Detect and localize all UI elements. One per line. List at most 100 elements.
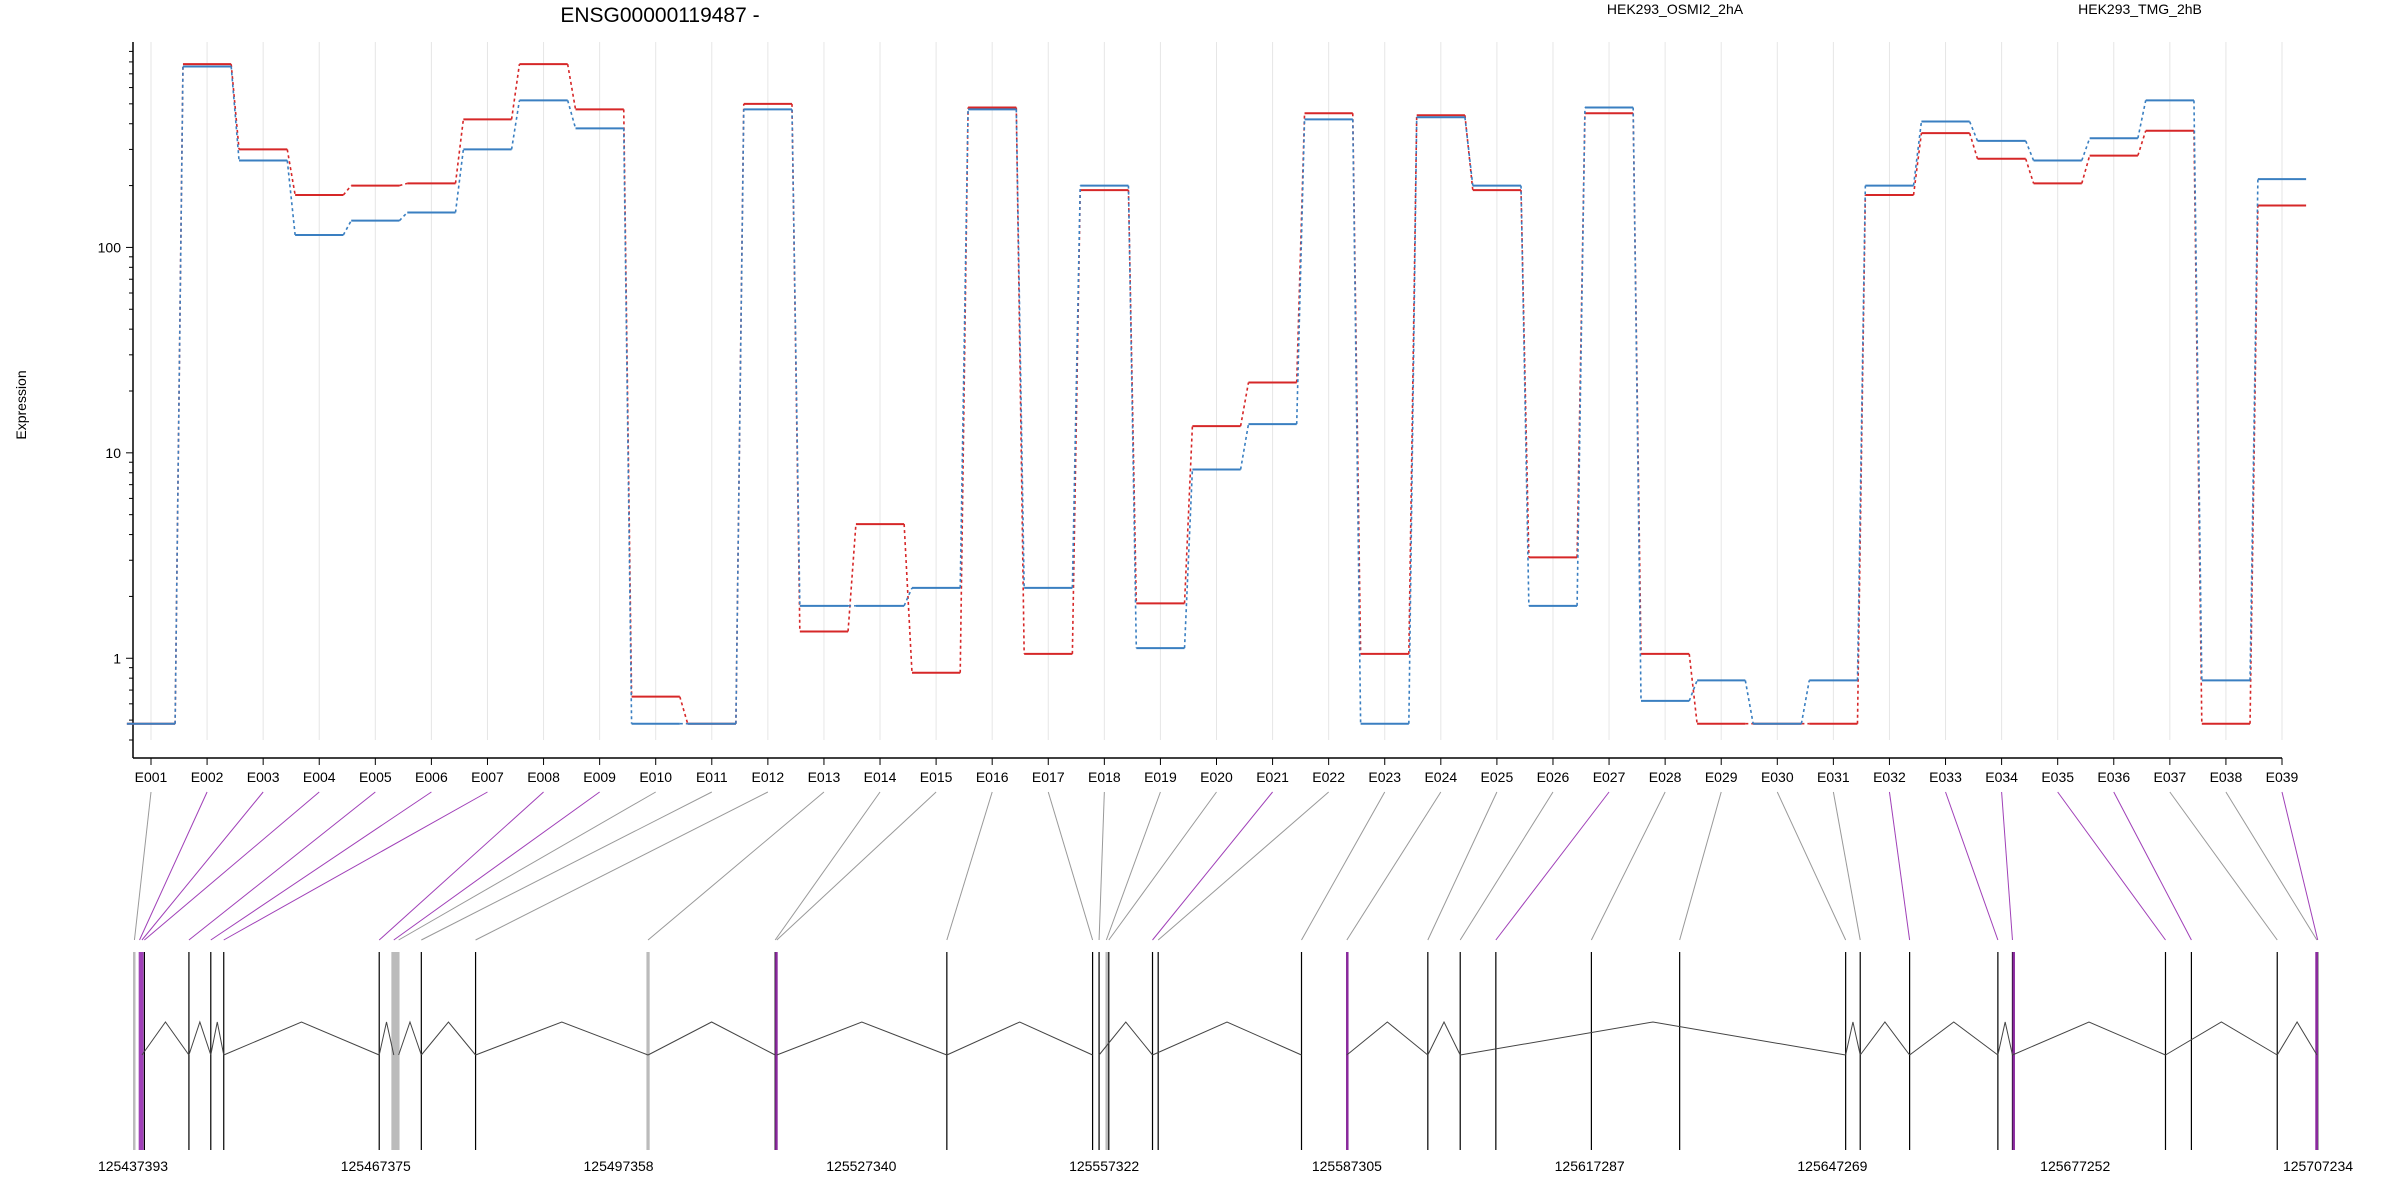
- x-tick-label: E014: [864, 769, 897, 785]
- exon-block: [391, 952, 400, 1150]
- series-connector: [2081, 155, 2091, 184]
- exon-link: [1047, 791, 1094, 941]
- y-tick-label: 10: [105, 445, 121, 461]
- exon-link: [1888, 791, 1911, 941]
- series-connector: [399, 182, 408, 187]
- intron-line: [776, 1021, 948, 1056]
- exon-link: [398, 791, 656, 941]
- series-connector: [1071, 185, 1082, 588]
- intron-line: [398, 1020, 422, 1056]
- series-connector: [2137, 100, 2147, 139]
- exon-link: [1945, 791, 1999, 941]
- exon-link: [2113, 791, 2192, 941]
- series-connector: [454, 149, 465, 213]
- x-tick-label: E005: [359, 769, 392, 785]
- exon-link: [1427, 791, 1498, 941]
- exon-block: [1105, 952, 1109, 1150]
- series-lines: [126, 63, 2307, 725]
- x-tick-label: E017: [1032, 769, 1065, 785]
- x-tick-label: E024: [1424, 769, 1457, 785]
- intron-line: [647, 1021, 776, 1056]
- series-connector: [1576, 107, 1586, 606]
- exon-link: [1108, 791, 1217, 941]
- intron-line: [378, 1021, 395, 1056]
- x-tick-label: E033: [1929, 769, 1962, 785]
- x-tick-label: E001: [135, 769, 168, 785]
- series-connector: [1351, 119, 1362, 724]
- coordinate-tick-label: 125707234: [2283, 1158, 2353, 1174]
- series-connector: [398, 211, 408, 222]
- coordinate-tick-label: 125617287: [1555, 1158, 1625, 1174]
- intron-line: [1997, 1021, 2013, 1056]
- vertical-gridlines: [150, 42, 2283, 740]
- x-tick-label: E002: [191, 769, 224, 785]
- x-tick-label: E031: [1817, 769, 1850, 785]
- x-tick-label: E029: [1705, 769, 1738, 785]
- series-connector: [1239, 382, 1250, 427]
- intron-line: [1427, 1020, 1461, 1056]
- exon-link: [1832, 791, 1861, 941]
- x-tick-label: E023: [1368, 769, 1401, 785]
- exon-link: [1157, 791, 1329, 941]
- exon-link: [1679, 791, 1722, 941]
- exon-link: [2001, 791, 2013, 941]
- legend-entry-series-0: HEK293_OSMI2_2hA: [1607, 1, 1744, 17]
- exon-block: [2012, 952, 2015, 1150]
- x-tick-label: E039: [2266, 769, 2299, 785]
- series-1: [126, 65, 2307, 725]
- series-connector: [2024, 158, 2035, 184]
- exon-block: [133, 952, 136, 1150]
- intron-line: [2165, 1021, 2278, 1056]
- coordinate-tick-label: 125467375: [341, 1158, 411, 1174]
- x-tick-label: E003: [247, 769, 280, 785]
- series-connector: [1127, 185, 1138, 649]
- series-connector: [230, 64, 240, 150]
- intron-line: [946, 1021, 1093, 1056]
- x-tick-label: E009: [583, 769, 616, 785]
- intron-line: [475, 1021, 649, 1056]
- series-connector: [286, 160, 296, 236]
- series-connector: [2137, 130, 2147, 156]
- series-connector: [2081, 137, 2091, 161]
- intron-line: [2276, 1021, 2318, 1056]
- series-connector: [2249, 179, 2259, 681]
- intron-line: [1909, 1021, 1999, 1056]
- intron-line: [210, 1021, 225, 1056]
- legend-entry-series-1: HEK293_TMG_2hB: [2078, 1, 2202, 17]
- series-connector: [1408, 117, 1418, 724]
- series-connector: [230, 66, 240, 161]
- x-tick-label: E034: [1985, 769, 2018, 785]
- series-connector: [1800, 680, 1811, 724]
- exon-link: [2169, 791, 2278, 941]
- series-connector: [1968, 121, 1979, 142]
- x-tick-label: E022: [1312, 769, 1345, 785]
- series-connector: [1688, 680, 1698, 702]
- y-axis-label: Expression: [13, 370, 29, 439]
- x-tick-label: E037: [2153, 769, 2186, 785]
- x-tick-label: E016: [976, 769, 1009, 785]
- series-connector: [1071, 190, 1082, 654]
- exon-link-lines: [133, 791, 2319, 941]
- series-connector: [735, 109, 745, 724]
- exon-link: [1105, 791, 1161, 941]
- x-tick-label: E030: [1761, 769, 1794, 785]
- series-connector: [454, 119, 465, 184]
- exon-link: [1098, 791, 1105, 941]
- x-tick-label: E027: [1593, 769, 1626, 785]
- exon-link: [421, 791, 713, 941]
- intron-line: [2012, 1021, 2166, 1056]
- exon-link: [1301, 791, 1386, 941]
- exon-link: [776, 791, 937, 941]
- exon-link: [393, 791, 600, 941]
- series-connector: [2024, 140, 2035, 161]
- coordinate-tick-label: 125527340: [826, 1158, 896, 1174]
- coordinate-tick-label: 125557322: [1069, 1158, 1139, 1174]
- x-tick-label: E032: [1873, 769, 1906, 785]
- y-tick-label: 1: [113, 650, 121, 666]
- series-connector: [2193, 100, 2203, 681]
- series-connector: [791, 109, 801, 606]
- exon-link: [139, 791, 208, 941]
- exon-link: [133, 791, 152, 941]
- series-connector: [847, 524, 857, 632]
